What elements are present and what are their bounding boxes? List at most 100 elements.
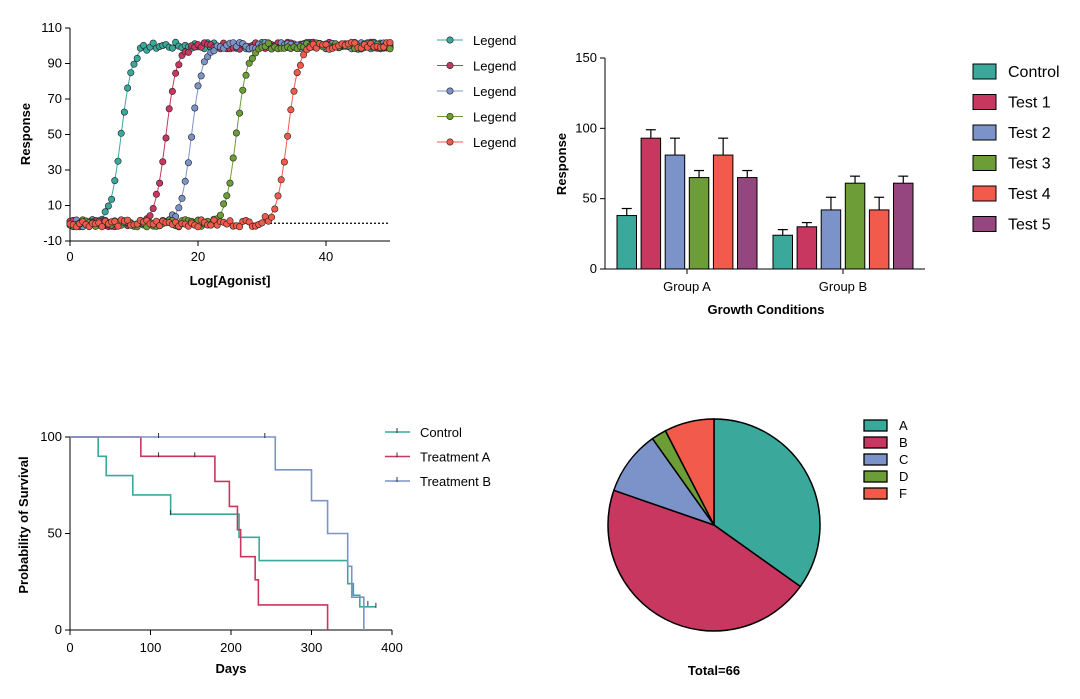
c1-data-point (124, 216, 132, 224)
c2-bar (868, 209, 890, 270)
c1-data-point (168, 44, 176, 52)
c1-data-point (274, 192, 282, 200)
c2-bar (640, 137, 662, 270)
c1-data-point (245, 59, 253, 67)
c2-legend: Control Test 1 Test 2 Test 3 Test 4 Test 5 (972, 63, 1060, 234)
c1-data-point (236, 109, 244, 117)
c1-data-point (194, 223, 202, 231)
c1-data-point (236, 223, 244, 231)
c3-x-tick-label: 400 (381, 640, 403, 655)
c1-legend-label: Legend (473, 110, 516, 125)
c4-slice-f (664, 418, 715, 526)
c4-legend-label: D (899, 469, 908, 484)
dose-response-chart: -10 10 30 50 70 90 110 0 20 40 Log[Agonist] Resp… (18, 20, 516, 288)
c1-data-point (111, 217, 119, 225)
grouped-bar-chart: 0 50 100 150 Group A Group B Growth Conditio… (554, 50, 1060, 317)
c1-legend: Legend Legend Legend Legend Legend (437, 33, 516, 150)
c4-total-label: Total=66 (688, 663, 740, 678)
c1-data-point (242, 71, 250, 79)
c1-data-point (386, 39, 394, 47)
c1-data-point (191, 104, 199, 112)
c2-legend-swatch (972, 155, 997, 171)
c2-bar (737, 177, 758, 270)
c2-bar (664, 154, 686, 270)
c1-x-tick-label: 40 (319, 249, 333, 264)
c4-slice-b (607, 489, 802, 632)
c3-legend: Control Treatment A Treatment B (385, 425, 491, 489)
c1-data-point (130, 60, 138, 68)
c1-data-point (194, 82, 202, 90)
c3-y-tick-label: 0 (55, 622, 62, 637)
c1-data-point (239, 86, 247, 94)
c2-category-label: Group B (819, 279, 867, 294)
c1-legend-marker (446, 87, 454, 95)
c4-legend-swatch (863, 487, 888, 500)
c1-data-point (322, 40, 330, 48)
c4-legend-swatch (863, 419, 888, 432)
c1-data-point (271, 205, 279, 213)
c1-data-point (111, 177, 119, 185)
c1-data-point (178, 194, 186, 202)
c1-data-point (184, 159, 192, 167)
c1-x-axis-title: Log[Agonist] (190, 273, 271, 288)
c3-legend-label: Treatment B (420, 474, 491, 489)
c1-data-point (159, 158, 167, 166)
c1-y-axis-title: Response (18, 103, 33, 165)
c1-data-point (133, 54, 141, 62)
c1-data-point (232, 129, 240, 137)
c2-bar (796, 226, 818, 270)
c1-data-point (181, 177, 189, 185)
c1-y-tick-label: 90 (48, 56, 62, 71)
c1-data-point (248, 54, 256, 62)
c1-legend-marker (446, 113, 454, 121)
c4-slice-a (713, 418, 821, 588)
c1-data-point (280, 158, 288, 166)
c1-y-tick-label: 70 (48, 91, 62, 106)
c1-series-5 (66, 38, 394, 231)
c3-x-tick-label: 200 (220, 640, 242, 655)
c1-data-point (226, 179, 234, 187)
c1-data-point (226, 217, 234, 225)
c1-legend-marker (446, 36, 454, 44)
c3-survival-curve (70, 436, 376, 608)
c3-x-tick-label: 100 (140, 640, 162, 655)
c1-data-point (120, 108, 128, 116)
c4-legend-label: C (899, 452, 908, 467)
c2-y-tick-label: 0 (590, 261, 597, 276)
c1-data-point (197, 72, 205, 80)
c2-bar (616, 215, 637, 270)
c1-data-point (229, 154, 237, 162)
c3-x-tick-label: 300 (301, 640, 323, 655)
c1-data-point (104, 202, 112, 210)
c1-data-point (168, 87, 176, 95)
c1-data-point (223, 192, 231, 200)
c2-legend-swatch (972, 124, 997, 141)
c1-data-point (124, 84, 132, 92)
c2-y-tick-label: 150 (575, 50, 597, 65)
c1-data-point (172, 69, 180, 77)
c2-legend-swatch (972, 63, 997, 80)
c2-legend-label: Test 2 (1008, 125, 1051, 142)
c2-bar (820, 209, 842, 270)
c1-data-point (117, 129, 125, 137)
c1-legend-marker (446, 61, 454, 69)
c1-data-point (108, 195, 116, 203)
c2-legend-swatch (972, 94, 997, 110)
c2-bar (772, 234, 793, 270)
c1-data-point (290, 87, 298, 95)
c1-data-point (216, 211, 224, 219)
c1-x-tick-label: 20 (191, 249, 205, 264)
c1-data-point (258, 219, 266, 227)
c4-legend-swatch (863, 436, 888, 449)
c1-legend-label: Legend (473, 59, 516, 74)
c1-legend-label: Legend (473, 33, 516, 48)
c2-bar (712, 154, 734, 270)
c3-series-2 (70, 436, 329, 630)
c1-data-point (149, 39, 157, 47)
c1-data-point (264, 39, 272, 47)
c2-y-axis-title: Response (554, 133, 569, 195)
c1-data-point (114, 157, 122, 165)
c1-series-2 (66, 38, 394, 231)
